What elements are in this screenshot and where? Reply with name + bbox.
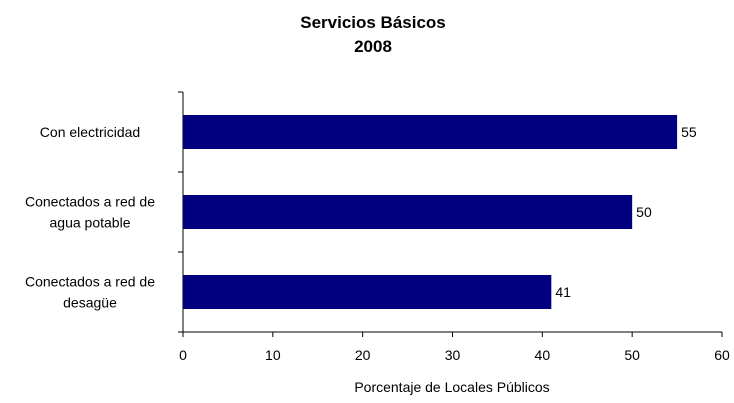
category-label: Conectados a red de desagüe	[25, 274, 155, 311]
x-tick-label: 60	[714, 347, 730, 363]
x-tick-label: 30	[445, 347, 461, 363]
plot-area: 0 10 20 30 40 50 60 55 Con electricidad 50 Conecta…	[25, 91, 730, 363]
bar	[183, 275, 552, 309]
chart-subtitle: 2008	[354, 37, 392, 56]
x-tick-label: 20	[355, 347, 371, 363]
x-axis-title: Porcentaje de Locales Públicos	[354, 379, 549, 395]
category-label-line: Conectados a red de	[25, 194, 155, 210]
category-label-line: Conectados a red de	[25, 274, 155, 290]
category-label-line: Con electricidad	[40, 124, 140, 140]
category-label: Con electricidad	[40, 124, 140, 140]
x-tick-label: 40	[535, 347, 551, 363]
data-label: 41	[555, 284, 571, 300]
data-label: 50	[636, 204, 652, 220]
category-label-line: agua potable	[50, 215, 131, 231]
chart-title: Servicios Básicos	[300, 13, 446, 32]
category-label-line: desagüe	[63, 295, 117, 311]
category-label: Conectados a red de agua potable	[25, 194, 155, 231]
x-tick-label: 50	[624, 347, 640, 363]
x-tick-label: 10	[265, 347, 281, 363]
data-label: 55	[681, 124, 697, 140]
bar	[183, 115, 678, 149]
bar	[183, 195, 633, 229]
x-tick-label: 0	[179, 347, 187, 363]
